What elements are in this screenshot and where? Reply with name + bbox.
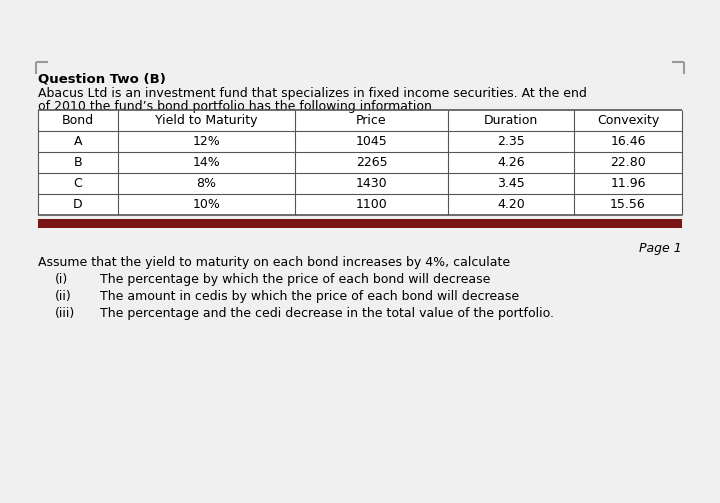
Text: 1430: 1430	[356, 177, 387, 190]
Text: The amount in cedis by which the price of each bond will decrease: The amount in cedis by which the price o…	[100, 290, 519, 303]
Text: Yield to Maturity: Yield to Maturity	[156, 114, 258, 127]
Text: 22.80: 22.80	[610, 156, 646, 169]
Text: B: B	[73, 156, 82, 169]
Text: Duration: Duration	[484, 114, 538, 127]
Text: C: C	[73, 177, 82, 190]
Text: (ii): (ii)	[55, 290, 72, 303]
Text: The percentage and the cedi decrease in the total value of the portfolio.: The percentage and the cedi decrease in …	[100, 307, 554, 320]
Text: 10%: 10%	[192, 198, 220, 211]
Text: Abacus Ltd is an investment fund that specializes in fixed income securities. At: Abacus Ltd is an investment fund that sp…	[38, 87, 587, 100]
Text: 14%: 14%	[193, 156, 220, 169]
Text: 4.20: 4.20	[497, 198, 525, 211]
Text: 4.26: 4.26	[498, 156, 525, 169]
Text: Bond: Bond	[62, 114, 94, 127]
Text: Assume that the yield to maturity on each bond increases by 4%, calculate: Assume that the yield to maturity on eac…	[38, 256, 510, 269]
Text: A: A	[73, 135, 82, 148]
Text: Convexity: Convexity	[597, 114, 659, 127]
Text: Page 1: Page 1	[639, 242, 682, 255]
Text: D: D	[73, 198, 83, 211]
Text: 2.35: 2.35	[497, 135, 525, 148]
Text: Question Two (B): Question Two (B)	[38, 72, 166, 85]
Text: 3.45: 3.45	[497, 177, 525, 190]
Text: 11.96: 11.96	[611, 177, 646, 190]
Bar	[38, 219, 682, 228]
Bar	[38, 110, 682, 215]
Text: Price: Price	[356, 114, 387, 127]
Text: of 2010 the fund’s bond portfolio has the following information: of 2010 the fund’s bond portfolio has th…	[38, 100, 432, 113]
Text: (iii): (iii)	[55, 307, 76, 320]
Text: The percentage by which the price of each bond will decrease: The percentage by which the price of eac…	[100, 273, 490, 286]
Text: 15.56: 15.56	[610, 198, 646, 211]
Text: (i): (i)	[55, 273, 68, 286]
Text: 12%: 12%	[193, 135, 220, 148]
Text: 8%: 8%	[197, 177, 217, 190]
Text: 16.46: 16.46	[611, 135, 646, 148]
Text: 1045: 1045	[356, 135, 387, 148]
Text: 1100: 1100	[356, 198, 387, 211]
Text: 2265: 2265	[356, 156, 387, 169]
